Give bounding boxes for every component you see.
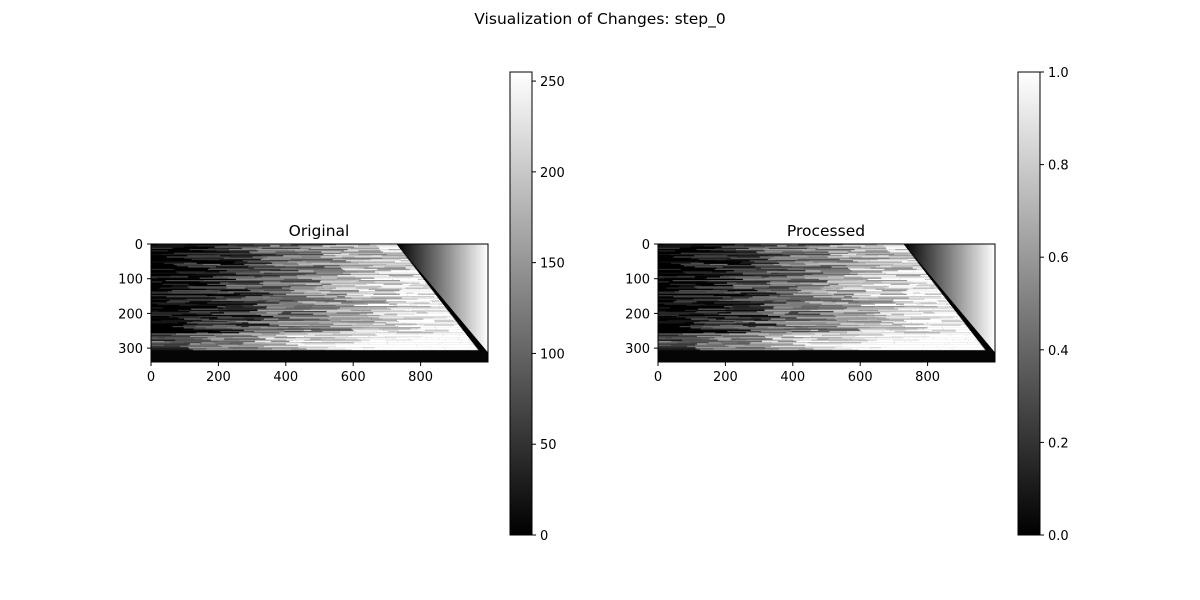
x-tick-label-original: 0: [147, 370, 155, 385]
y-tick-label-original: 300: [118, 342, 143, 357]
colorbar-tick-label-processed: 0.8: [1048, 159, 1069, 174]
panel-title-original: Original: [289, 222, 350, 240]
colorbar-tick-label-original: 50: [540, 438, 557, 453]
heatmap-image-processed: [658, 244, 995, 363]
colorbar-tick-label-original: 200: [540, 166, 565, 181]
y-tick-label-original: 100: [118, 273, 143, 288]
heatmap-image-original: [151, 244, 488, 363]
x-tick-label-processed: 800: [915, 370, 940, 385]
y-tick-label-processed: 300: [625, 342, 650, 357]
figure-suptitle: Visualization of Changes: step_0: [474, 10, 725, 29]
x-ticks-processed: 0 200 400 600 800: [654, 362, 940, 385]
colorbar-gradient-processed: [1017, 71, 1041, 536]
colorbar-tick-label-original: 0: [540, 529, 548, 544]
colorbar-tick-label-processed: 0.0: [1048, 529, 1069, 544]
y-tick-label-original: 200: [118, 307, 143, 322]
x-tick-label-original: 600: [341, 370, 366, 385]
y-ticks-processed: 0 100 200 300: [625, 238, 658, 357]
x-tick-label-processed: 200: [713, 370, 738, 385]
axes-frame-processed: [657, 243, 996, 363]
colorbar-tick-label-original: 100: [540, 347, 565, 362]
colorbar-ticks-processed: 0.0 0.2 0.4 0.6 0.8 1.0: [1040, 66, 1069, 544]
colorbar-tick-label-original: 250: [540, 75, 565, 90]
y-tick-label-processed: 200: [625, 307, 650, 322]
y-tick-label-processed: 100: [625, 273, 650, 288]
colorbar-tick-label-processed: 0.2: [1048, 436, 1069, 451]
x-tick-label-processed: 400: [780, 370, 805, 385]
colorbar-original: 0 50 100 150 200 250: [509, 71, 565, 544]
panel-original: Original 0 200 400 600 800 0 100 200 300 0 50 100…: [118, 71, 565, 544]
colorbar-tick-label-processed: 1.0: [1048, 66, 1069, 81]
colorbar-tick-label-original: 150: [540, 257, 565, 272]
colorbar-ticks-original: 0 50 100 150 200 250: [532, 75, 565, 544]
colorbar-processed: 0.0 0.2 0.4 0.6 0.8 1.0: [1017, 66, 1069, 544]
x-tick-label-original: 400: [273, 370, 298, 385]
y-ticks-original: 0 100 200 300: [118, 238, 151, 357]
y-tick-label-original: 0: [135, 238, 143, 253]
axes-frame-original: [150, 243, 489, 363]
panel-title-processed: Processed: [787, 222, 865, 240]
colorbar-tick-label-processed: 0.6: [1048, 251, 1069, 266]
x-tick-label-original: 200: [206, 370, 231, 385]
x-tick-label-original: 800: [408, 370, 433, 385]
colorbar-gradient-original: [509, 71, 533, 536]
colorbar-tick-label-processed: 0.4: [1048, 344, 1069, 359]
x-ticks-original: 0 200 400 600 800: [147, 362, 433, 385]
y-tick-label-processed: 0: [642, 238, 650, 253]
x-tick-label-processed: 0: [654, 370, 662, 385]
x-tick-label-processed: 600: [848, 370, 873, 385]
